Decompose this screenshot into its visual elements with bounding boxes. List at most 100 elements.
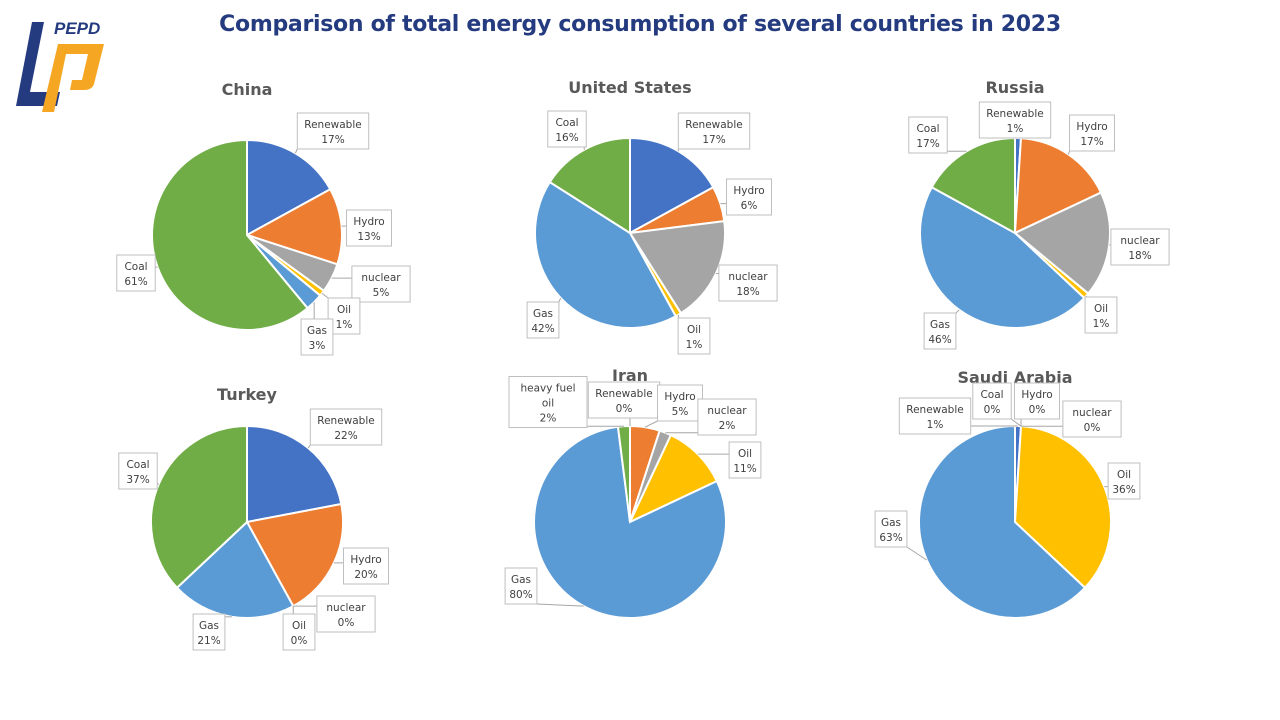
data-label-box	[118, 452, 158, 490]
pie-title: China	[222, 80, 273, 99]
data-label: 42%	[531, 323, 554, 335]
pie-slice-renewable	[629, 136, 715, 235]
pie-slice-gas	[534, 180, 678, 329]
pepd-logo: PEPD	[16, 19, 104, 112]
data-label: 6%	[741, 200, 758, 212]
data-label: Hydro	[664, 391, 695, 403]
data-label-box	[508, 376, 588, 428]
pie-slice-oil	[1013, 425, 1112, 590]
data-label: nuclear	[1072, 407, 1112, 419]
data-label-box	[282, 613, 316, 651]
data-label-box	[346, 209, 392, 247]
data-label: 1%	[1093, 318, 1110, 330]
data-label: 11%	[733, 463, 756, 475]
data-label: Oil	[1117, 469, 1131, 481]
data-label: 0%	[338, 617, 355, 629]
data-label: 17%	[321, 134, 344, 146]
data-label: Hydro	[1076, 121, 1107, 133]
data-label-box	[978, 101, 1052, 139]
data-label: Gas	[511, 574, 531, 586]
data-label: Coal	[980, 389, 1003, 401]
pie-united-states: United States Renewable 17% Hydro 6% nuclear 1…	[526, 78, 778, 355]
pie-slice-hydro	[1013, 137, 1103, 235]
pie-china: China Renewable 17% Hydro 13% nuclear 5% Oil 1% G…	[116, 80, 411, 356]
data-label: 20%	[354, 569, 377, 581]
data-label: Gas	[307, 325, 327, 337]
pie-title: Saudi Arabia	[957, 368, 1072, 387]
data-label: Oil	[738, 448, 752, 460]
data-label: Renewable	[906, 404, 963, 416]
data-label: oil	[542, 398, 554, 410]
data-label: 0%	[291, 635, 308, 647]
data-label-box	[1069, 114, 1115, 152]
data-label-box	[677, 112, 751, 150]
data-label-box	[1014, 382, 1060, 420]
data-label-box	[300, 318, 334, 356]
data-label: 17%	[916, 138, 939, 150]
data-label: Renewable	[595, 388, 652, 400]
data-label-box	[718, 264, 778, 302]
data-label: 46%	[928, 334, 951, 346]
data-label: 1%	[336, 319, 353, 331]
data-label-box	[1084, 296, 1118, 334]
data-label: 36%	[1112, 484, 1135, 496]
page-title: Comparison of total energy consumption o…	[219, 12, 1061, 37]
data-label: Renewable	[317, 415, 374, 427]
data-label: Coal	[124, 261, 147, 273]
data-label: 2%	[719, 420, 736, 432]
pie-slice-hydro	[244, 187, 343, 266]
data-label-box	[1107, 462, 1141, 500]
data-label: Oil	[687, 324, 701, 336]
data-label-box	[351, 265, 411, 303]
data-label: Hydro	[353, 216, 384, 228]
data-label: Renewable	[986, 108, 1043, 120]
data-label: nuclear	[326, 602, 366, 614]
data-label: Oil	[292, 620, 306, 632]
leader-line	[955, 309, 960, 314]
data-label: Gas	[533, 308, 553, 320]
leader-line	[321, 292, 329, 299]
data-label-box	[657, 384, 703, 422]
data-label: 18%	[1128, 250, 1151, 262]
data-label: 17%	[702, 134, 725, 146]
pie-title: United States	[568, 78, 691, 97]
data-label-box	[296, 112, 370, 150]
pie-slice-coal	[151, 138, 309, 331]
data-label-box	[728, 441, 762, 479]
data-label: Hydro	[733, 185, 764, 197]
data-label-box	[923, 312, 957, 350]
data-label: Gas	[199, 620, 219, 632]
data-label: 2%	[540, 413, 557, 425]
pie-slice-gas	[918, 424, 1087, 619]
data-label: 5%	[672, 406, 689, 418]
data-label: 16%	[555, 132, 578, 144]
pie-slice-renewable	[246, 424, 343, 524]
data-label-box	[972, 382, 1012, 420]
data-label-box	[526, 301, 560, 339]
data-label: Renewable	[685, 119, 742, 131]
data-label: Gas	[881, 517, 901, 529]
data-label: Oil	[337, 304, 351, 316]
leader-line	[307, 444, 311, 449]
data-label-box	[874, 510, 908, 548]
data-label: 1%	[686, 339, 703, 351]
data-label-box	[343, 547, 389, 585]
data-label: Coal	[126, 459, 149, 471]
data-label: 0%	[1084, 422, 1101, 434]
data-label: 0%	[1029, 404, 1046, 416]
data-label-box	[697, 398, 757, 436]
data-label: 63%	[879, 532, 902, 544]
data-label-box	[504, 567, 538, 605]
svg-text:PEPD: PEPD	[54, 19, 100, 38]
data-label: 1%	[927, 419, 944, 431]
data-label: heavy fuel	[520, 383, 575, 395]
data-label: Hydro	[350, 554, 381, 566]
leader-line	[558, 297, 562, 303]
data-label-box	[1062, 400, 1122, 438]
data-label: Renewable	[304, 119, 361, 131]
data-label: 18%	[736, 286, 759, 298]
data-label-box	[309, 408, 383, 446]
pie-title: Turkey	[217, 385, 278, 404]
data-label-box	[908, 116, 948, 154]
